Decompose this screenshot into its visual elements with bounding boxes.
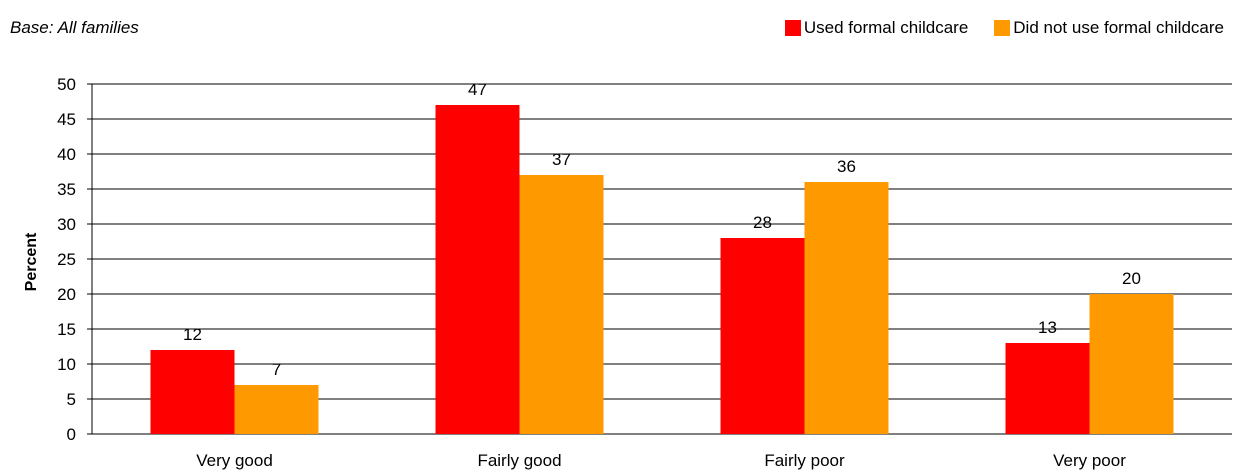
x-tick-label-1: Fairly good [477, 451, 561, 470]
y-tick-label-50: 50 [57, 75, 76, 94]
y-axis-label: Percent [23, 232, 40, 291]
bars [150, 105, 1174, 434]
y-tick-label-10: 10 [57, 355, 76, 374]
legend-swatch-used [784, 20, 801, 36]
y-tick-label-35: 35 [57, 180, 76, 199]
y-tick-label-5: 5 [67, 390, 76, 409]
bar-not-used-3 [1089, 294, 1174, 434]
base-note: Base: All families [10, 18, 139, 37]
data-label-used-3: 13 [1038, 318, 1057, 337]
legend-swatch-not-used [994, 20, 1011, 36]
y-tick-label-0: 0 [67, 425, 76, 444]
bar-not-used-2 [804, 182, 889, 434]
bar-used-1 [435, 105, 520, 434]
y-tick-label-45: 45 [57, 110, 76, 129]
data-labels: 12 7 47 37 28 36 13 20 [183, 80, 1141, 379]
data-label-used-0: 12 [183, 325, 202, 344]
data-label-used-1: 47 [468, 80, 487, 99]
bar-used-3 [1005, 343, 1090, 434]
y-tick-label-25: 25 [57, 250, 76, 269]
data-label-not-used-3: 20 [1122, 269, 1141, 288]
legend-label-used: Used formal childcare [803, 18, 969, 37]
y-tick-labels: 0 5 10 15 20 25 30 35 40 45 50 [57, 75, 76, 444]
legend-item-not-used: Did not use formal childcare [994, 18, 1224, 38]
y-tick-label-15: 15 [57, 320, 76, 339]
legend-item-used: Used formal childcare [784, 18, 969, 38]
bar-not-used-1 [519, 175, 604, 434]
data-label-used-2: 28 [753, 213, 772, 232]
data-label-not-used-1: 37 [552, 150, 571, 169]
legend: Used formal childcare Did not use formal… [784, 18, 1224, 38]
x-tick-label-3: Very poor [1053, 451, 1126, 470]
data-label-not-used-0: 7 [272, 360, 281, 379]
y-tick-label-40: 40 [57, 145, 76, 164]
legend-label-not-used: Did not use formal childcare [1013, 18, 1224, 37]
y-tick-label-30: 30 [57, 215, 76, 234]
data-label-not-used-2: 36 [837, 157, 856, 176]
bar-not-used-0 [234, 385, 319, 434]
bar-used-2 [720, 238, 805, 434]
x-tick-label-0: Very good [196, 451, 273, 470]
x-tick-labels: Very good Fairly good Fairly poor Very poor [196, 451, 1126, 470]
y-tick-label-20: 20 [57, 285, 76, 304]
bar-used-0 [150, 350, 235, 434]
x-tick-label-2: Fairly poor [764, 451, 845, 470]
